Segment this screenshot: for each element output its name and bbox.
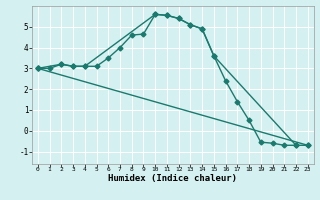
- X-axis label: Humidex (Indice chaleur): Humidex (Indice chaleur): [108, 174, 237, 183]
